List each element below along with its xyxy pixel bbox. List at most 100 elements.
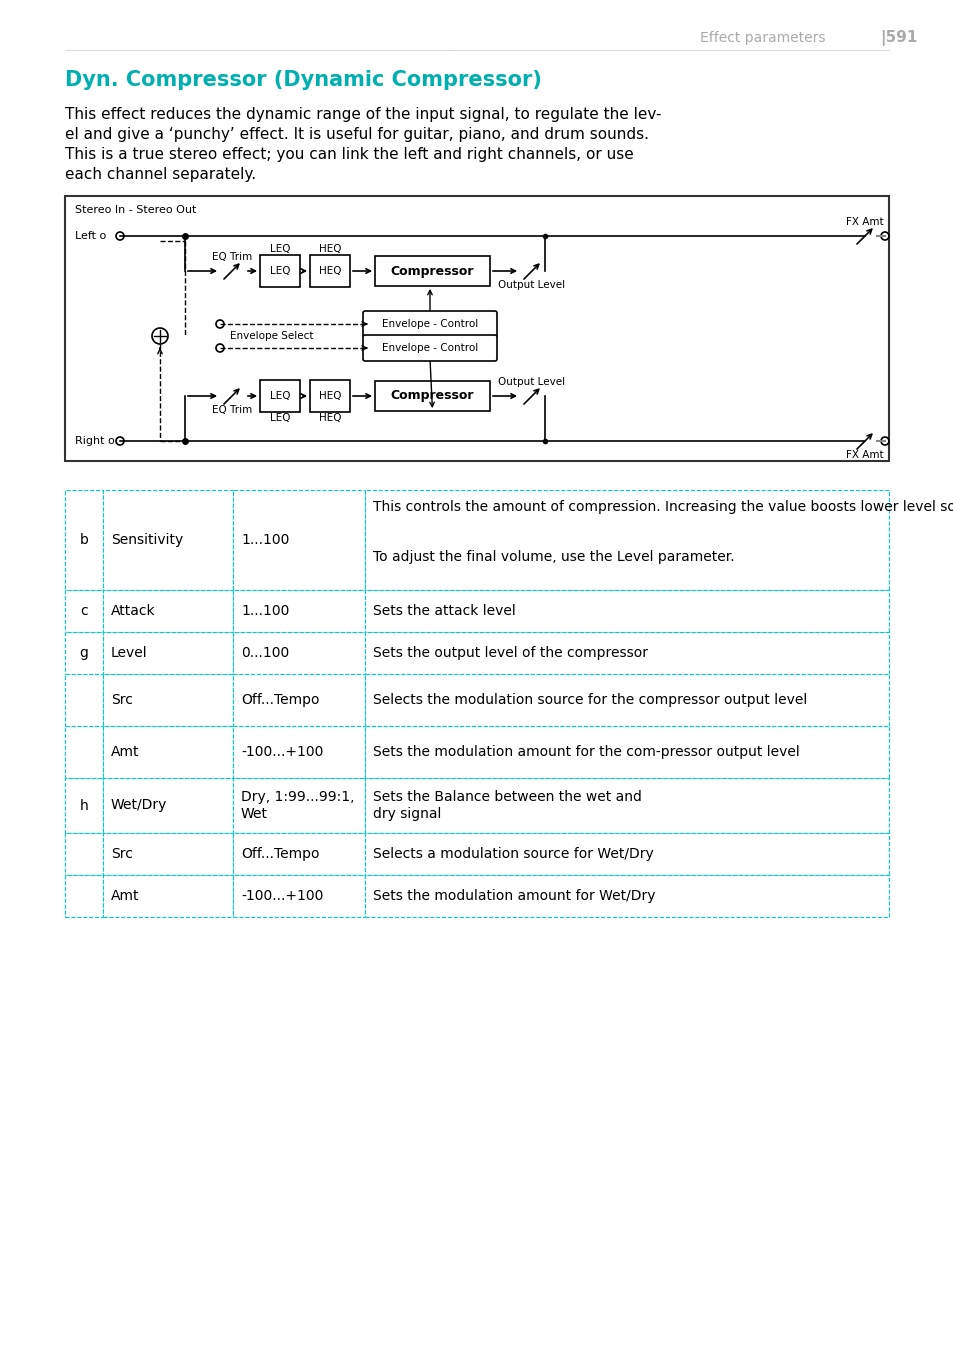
Text: Sets the output level of the compressor: Sets the output level of the compressor bbox=[373, 646, 647, 659]
Text: Dry, 1:99...99:1,: Dry, 1:99...99:1, bbox=[241, 791, 355, 804]
Text: -100...+100: -100...+100 bbox=[241, 745, 323, 760]
Text: Envelope - Control: Envelope - Control bbox=[381, 320, 477, 329]
Text: Wet/Dry: Wet/Dry bbox=[111, 799, 167, 812]
Text: LEQ: LEQ bbox=[270, 391, 290, 401]
Text: HEQ: HEQ bbox=[318, 391, 341, 401]
Bar bbox=[233, 779, 365, 833]
FancyBboxPatch shape bbox=[375, 380, 490, 412]
Text: Src: Src bbox=[111, 693, 132, 707]
Text: HEQ: HEQ bbox=[318, 244, 341, 255]
Text: Attack: Attack bbox=[111, 604, 155, 617]
Text: Output Level: Output Level bbox=[497, 280, 565, 290]
Text: Envelope - Control: Envelope - Control bbox=[381, 343, 477, 353]
Bar bbox=[65, 726, 103, 779]
Text: Amt: Amt bbox=[111, 890, 139, 903]
Text: Wet: Wet bbox=[241, 807, 268, 821]
Bar bbox=[103, 779, 233, 833]
Bar bbox=[103, 632, 233, 674]
Text: Compressor: Compressor bbox=[391, 264, 474, 278]
Text: HEQ: HEQ bbox=[318, 265, 341, 276]
Text: |591: |591 bbox=[879, 30, 917, 46]
Text: This controls the amount of compression. Increasing the value boosts lower level: This controls the amount of compression.… bbox=[373, 500, 953, 515]
Text: Sensitivity: Sensitivity bbox=[111, 533, 183, 547]
Bar bbox=[65, 875, 103, 917]
Text: Envelope Select: Envelope Select bbox=[230, 330, 314, 341]
Text: g: g bbox=[79, 646, 89, 659]
Bar bbox=[365, 490, 888, 590]
Text: EQ Trim: EQ Trim bbox=[212, 252, 252, 263]
FancyBboxPatch shape bbox=[310, 380, 350, 412]
Bar bbox=[365, 779, 888, 833]
Text: Compressor: Compressor bbox=[391, 390, 474, 402]
Text: -100...+100: -100...+100 bbox=[241, 890, 323, 903]
Text: LEQ: LEQ bbox=[270, 244, 290, 255]
FancyBboxPatch shape bbox=[310, 255, 350, 287]
Text: Off...Tempo: Off...Tempo bbox=[241, 848, 319, 861]
Text: dry signal: dry signal bbox=[373, 807, 441, 821]
Text: each channel separately.: each channel separately. bbox=[65, 168, 255, 183]
FancyBboxPatch shape bbox=[363, 311, 497, 337]
FancyBboxPatch shape bbox=[260, 255, 299, 287]
Bar bbox=[233, 875, 365, 917]
Bar bbox=[233, 632, 365, 674]
FancyBboxPatch shape bbox=[375, 256, 490, 286]
Text: Src: Src bbox=[111, 848, 132, 861]
Text: Right o: Right o bbox=[75, 436, 114, 445]
Bar bbox=[65, 833, 103, 875]
Text: Selects a modulation source for Wet/Dry: Selects a modulation source for Wet/Dry bbox=[373, 848, 653, 861]
Text: c: c bbox=[80, 604, 88, 617]
Text: Selects the modulation source for the compressor output level: Selects the modulation source for the co… bbox=[373, 693, 806, 707]
Bar bbox=[233, 590, 365, 632]
Text: el and give a ‘punchy’ effect. It is useful for guitar, piano, and drum sounds.: el and give a ‘punchy’ effect. It is use… bbox=[65, 127, 648, 142]
Text: HEQ: HEQ bbox=[318, 413, 341, 422]
Bar bbox=[65, 490, 103, 590]
Text: Off...Tempo: Off...Tempo bbox=[241, 693, 319, 707]
Text: Amt: Amt bbox=[111, 745, 139, 760]
Text: FX Amt: FX Amt bbox=[845, 450, 882, 460]
Bar bbox=[65, 674, 103, 726]
Text: h: h bbox=[79, 799, 89, 812]
Text: Stereo In - Stereo Out: Stereo In - Stereo Out bbox=[75, 204, 196, 215]
Bar bbox=[233, 833, 365, 875]
Bar bbox=[365, 632, 888, 674]
Text: FX Amt: FX Amt bbox=[845, 217, 882, 227]
Text: b: b bbox=[79, 533, 89, 547]
Bar bbox=[103, 674, 233, 726]
Bar bbox=[233, 490, 365, 590]
Bar bbox=[233, 726, 365, 779]
Text: Effect parameters: Effect parameters bbox=[700, 31, 824, 45]
Text: Left o: Left o bbox=[75, 232, 106, 241]
Bar bbox=[103, 726, 233, 779]
Text: Sets the modulation amount for Wet/Dry: Sets the modulation amount for Wet/Dry bbox=[373, 890, 655, 903]
Bar bbox=[103, 875, 233, 917]
Bar bbox=[365, 590, 888, 632]
Bar bbox=[65, 779, 103, 833]
FancyBboxPatch shape bbox=[363, 334, 497, 362]
Text: This effect reduces the dynamic range of the input signal, to regulate the lev-: This effect reduces the dynamic range of… bbox=[65, 107, 660, 122]
FancyBboxPatch shape bbox=[260, 380, 299, 412]
Text: 0...100: 0...100 bbox=[241, 646, 289, 659]
Text: Sets the modulation amount for the com-pressor output level: Sets the modulation amount for the com-p… bbox=[373, 745, 799, 760]
Text: Output Level: Output Level bbox=[497, 376, 565, 387]
Text: Dyn. Compressor (Dynamic Compressor): Dyn. Compressor (Dynamic Compressor) bbox=[65, 70, 541, 89]
Text: Sets the attack level: Sets the attack level bbox=[373, 604, 516, 617]
Text: EQ Trim: EQ Trim bbox=[212, 405, 252, 414]
Bar bbox=[65, 632, 103, 674]
Text: This is a true stereo effect; you can link the left and right channels, or use: This is a true stereo effect; you can li… bbox=[65, 148, 633, 162]
Bar bbox=[365, 833, 888, 875]
Bar bbox=[233, 674, 365, 726]
Text: 1...100: 1...100 bbox=[241, 533, 289, 547]
Bar bbox=[103, 833, 233, 875]
Text: Level: Level bbox=[111, 646, 148, 659]
Bar bbox=[65, 196, 888, 460]
Bar bbox=[365, 875, 888, 917]
Bar bbox=[365, 674, 888, 726]
Text: LEQ: LEQ bbox=[270, 246, 290, 256]
Bar bbox=[65, 590, 103, 632]
Text: To adjust the final volume, use the Level parameter.: To adjust the final volume, use the Leve… bbox=[373, 550, 734, 565]
Text: 1...100: 1...100 bbox=[241, 604, 289, 617]
Text: LEQ: LEQ bbox=[270, 413, 290, 422]
Bar bbox=[365, 726, 888, 779]
Bar bbox=[103, 490, 233, 590]
Bar bbox=[103, 590, 233, 632]
